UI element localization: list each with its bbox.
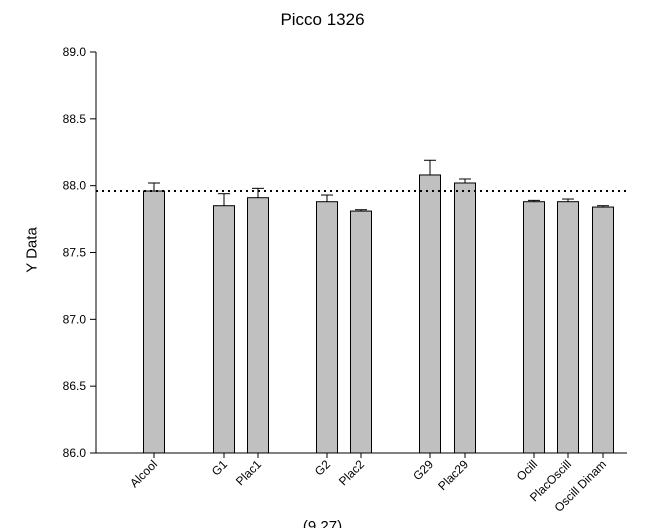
y-tick-label: 86.5 [63,379,87,393]
bar [420,175,441,453]
bar [248,198,269,453]
bar [593,207,614,453]
y-tick-label: 87.0 [63,312,87,326]
bar [214,206,235,453]
x-axis-label-container: (9.27) [0,512,645,528]
y-tick-label: 88.0 [63,179,87,193]
y-tick-label: 87.5 [63,246,87,260]
x-tick-label: Plac1 [233,457,264,488]
y-tick-label: 88.5 [63,112,87,126]
y-tick-label: 86.0 [63,446,87,460]
x-tick-label: G29 [410,457,436,483]
x-tick-label: Ocill [514,457,540,483]
x-tick-label: Plac2 [336,457,367,488]
x-axis-label: (9.27) [0,518,645,528]
y-tick-label: 89.0 [63,45,87,59]
bar [351,211,372,453]
bar [558,202,579,453]
bar [144,191,165,453]
bar [524,202,545,453]
bar [317,202,338,453]
bar [455,183,476,453]
x-tick-label: G1 [209,457,230,478]
x-tick-label: G2 [312,457,333,478]
x-tick-label: Alcool [127,457,160,490]
x-tick-label: Plac29 [435,457,471,493]
